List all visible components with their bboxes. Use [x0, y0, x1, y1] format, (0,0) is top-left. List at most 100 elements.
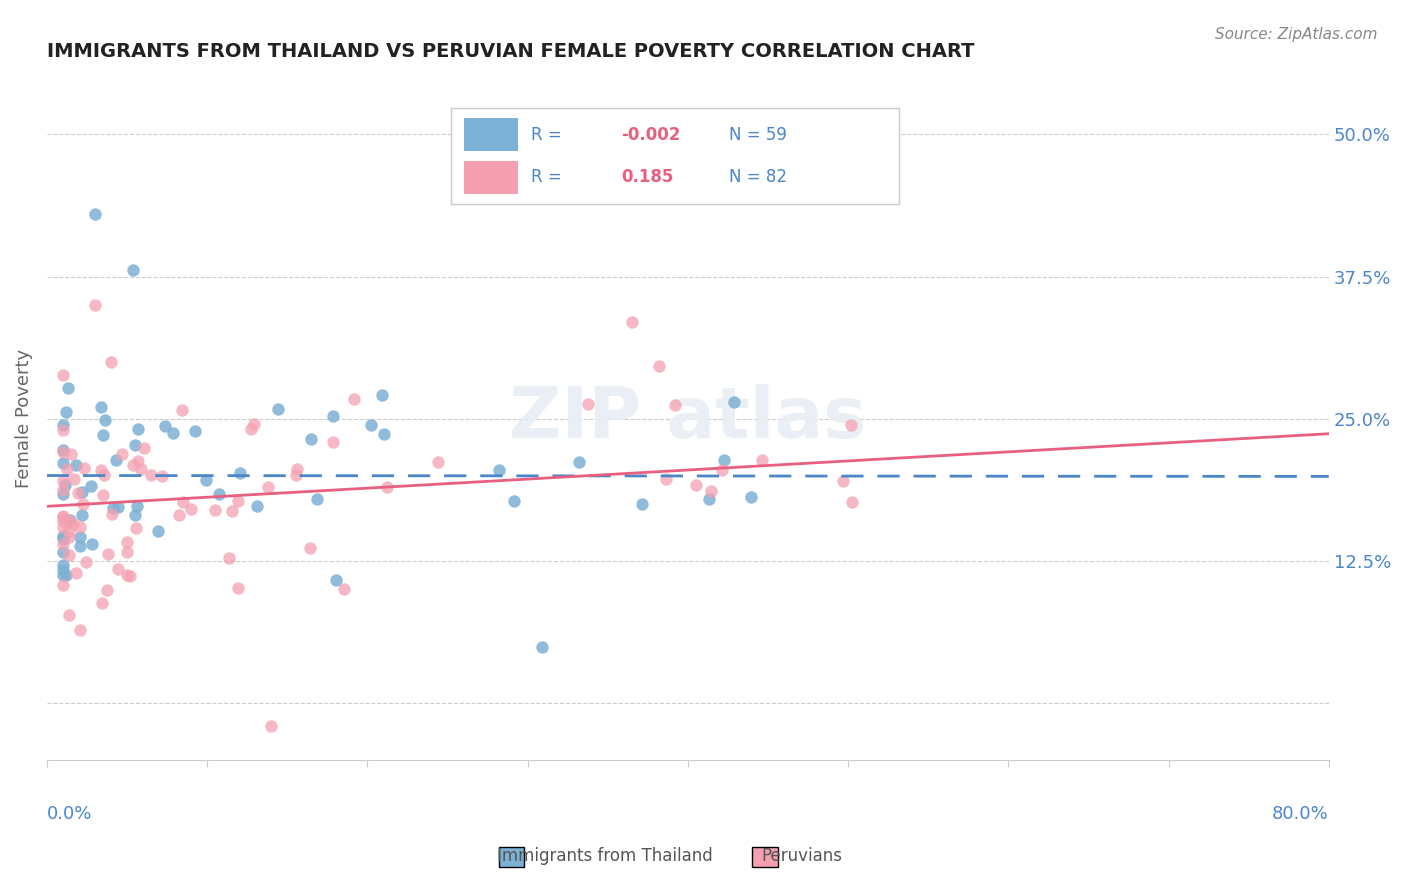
Point: [260, 718, 283, 732]
Point: [299, 432, 322, 446]
Point: [184, 425, 207, 439]
Point: [101, 500, 124, 515]
Point: [832, 475, 855, 489]
Point: [52, 456, 75, 470]
Point: [167, 508, 190, 522]
Point: [93, 468, 115, 483]
Point: [129, 462, 152, 476]
Point: [90, 401, 112, 415]
Point: [710, 463, 733, 477]
Point: [111, 447, 134, 461]
Point: [170, 403, 193, 417]
Point: [124, 508, 146, 522]
Point: [52, 368, 75, 382]
Point: [204, 503, 226, 517]
Point: [180, 501, 202, 516]
Text: Source: ZipAtlas.com: Source: ZipAtlas.com: [1215, 27, 1378, 42]
Point: [52, 514, 75, 528]
Point: [52, 520, 75, 534]
Point: [52, 474, 75, 488]
Point: [713, 452, 735, 467]
Point: [52, 444, 75, 458]
Point: [69, 519, 91, 533]
Point: [66, 485, 89, 500]
Point: [240, 422, 263, 436]
Point: [101, 507, 124, 521]
Point: [52, 532, 75, 546]
Point: [305, 492, 328, 507]
Point: [59, 514, 82, 528]
Point: [373, 427, 395, 442]
Point: [58, 607, 80, 622]
Point: [620, 315, 643, 329]
Point: [62, 516, 84, 531]
Point: [52, 529, 75, 543]
Point: [502, 493, 524, 508]
Point: [91, 596, 114, 610]
Point: [343, 392, 366, 406]
Point: [647, 359, 669, 373]
Point: [100, 355, 122, 369]
Point: [69, 539, 91, 553]
Point: [371, 388, 394, 402]
Point: [52, 563, 75, 577]
Point: [53, 478, 76, 492]
Point: [576, 396, 599, 410]
Point: [52, 537, 75, 551]
Point: [52, 423, 75, 437]
Point: [52, 510, 75, 524]
Text: Immigrants from Thailand: Immigrants from Thailand: [496, 847, 713, 865]
Point: [488, 463, 510, 477]
Point: [685, 478, 707, 492]
Point: [740, 490, 762, 504]
Point: [91, 487, 114, 501]
Point: [91, 427, 114, 442]
Text: 0.0%: 0.0%: [46, 805, 93, 823]
Point: [55, 568, 77, 582]
Point: [52, 558, 75, 573]
Point: [427, 455, 450, 469]
Point: [80, 537, 103, 551]
Text: 80.0%: 80.0%: [1272, 805, 1329, 823]
Point: [69, 623, 91, 637]
Point: [58, 381, 80, 395]
Point: [285, 468, 308, 483]
Point: [97, 547, 120, 561]
Point: [257, 480, 280, 494]
Point: [122, 263, 145, 277]
Point: [127, 453, 149, 467]
Point: [58, 524, 80, 539]
Point: [664, 398, 686, 412]
Point: [80, 479, 103, 493]
Point: [52, 578, 75, 592]
Point: [228, 493, 250, 508]
Point: [65, 566, 87, 580]
Point: [723, 394, 745, 409]
Point: [700, 484, 723, 499]
Point: [75, 555, 97, 569]
Point: [65, 458, 87, 472]
Point: [127, 422, 149, 436]
Point: [162, 425, 184, 440]
Point: [90, 463, 112, 477]
Point: [243, 417, 266, 432]
Point: [246, 499, 269, 513]
Point: [58, 548, 80, 562]
Point: [208, 487, 231, 501]
Point: [96, 583, 118, 598]
Point: [115, 534, 138, 549]
Text: ZIP atlas: ZIP atlas: [509, 384, 866, 453]
Point: [839, 418, 862, 433]
Text: Peruvians: Peruvians: [761, 847, 842, 865]
Point: [115, 545, 138, 559]
Point: [84, 207, 107, 221]
Point: [322, 409, 344, 423]
Point: [124, 438, 146, 452]
Point: [69, 530, 91, 544]
Point: [117, 567, 139, 582]
Point: [70, 508, 93, 522]
Point: [72, 497, 94, 511]
Point: [141, 467, 163, 482]
Point: [52, 418, 75, 433]
Y-axis label: Female Poverty: Female Poverty: [15, 349, 32, 488]
